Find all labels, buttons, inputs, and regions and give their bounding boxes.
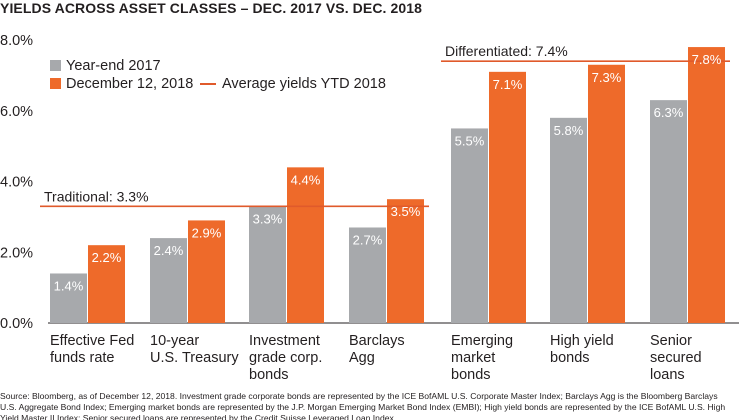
bar-year-end-2017: [349, 227, 386, 323]
legend-swatch: [50, 60, 61, 71]
bar-value-label: 2.9%: [192, 225, 222, 240]
bar-dec-2018: [188, 220, 225, 323]
bar-value-label: 2.7%: [353, 232, 383, 247]
bar-year-end-2017: [550, 117, 587, 323]
bar-value-label: 4.4%: [291, 172, 321, 187]
bar-dec-2018: [387, 199, 424, 323]
category-label: Barclays Agg: [349, 333, 405, 366]
y-tick-label: 4.0%: [0, 175, 33, 191]
bar-value-label: 3.3%: [253, 211, 283, 226]
bar-value-label: 5.8%: [554, 123, 584, 138]
bar-value-label: 7.8%: [692, 52, 722, 67]
average-label: Traditional: 3.3%: [44, 188, 149, 204]
source-note: Source: Bloomberg, as of December 12, 20…: [0, 391, 726, 420]
category-label: 10-year U.S. Treasury: [150, 333, 239, 366]
bar-dec-2018: [287, 167, 324, 323]
y-tick-label: 6.0%: [0, 104, 33, 120]
bar-value-label: 1.4%: [54, 278, 84, 293]
category-label: Investment grade corp. bonds: [249, 333, 322, 383]
legend-label: December 12, 2018: [66, 76, 193, 92]
bar-value-label: 5.5%: [455, 133, 485, 148]
average-label: Differentiated: 7.4%: [445, 43, 568, 59]
legend-label: Average yields YTD 2018: [222, 76, 386, 92]
bar-value-label: 3.5%: [391, 204, 421, 219]
bar-dec-2018: [588, 64, 625, 323]
bar-year-end-2017: [249, 206, 286, 323]
bar-value-label: 6.3%: [654, 105, 684, 120]
category-label: Emerging market bonds: [451, 333, 513, 383]
category-label: Senior secured loans: [650, 333, 702, 383]
category-label: High yield bonds: [550, 333, 614, 366]
bar-year-end-2017: [150, 238, 187, 323]
average-lines-layer: Traditional: 3.3% Differentiated: 7.4%: [40, 43, 730, 208]
legend-swatch: [50, 78, 61, 89]
bar-chart: 0.0% 2.0% 4.0% 6.0% 8.0% Traditional: 3.3% Di…: [0, 33, 739, 383]
category-label: Effective Fed funds rate: [50, 333, 134, 366]
bar-year-end-2017: [50, 273, 87, 323]
bar-year-end-2017: [451, 128, 488, 323]
y-tick-label: 8.0%: [0, 33, 33, 49]
bar-dec-2018: [489, 71, 526, 324]
bars-layer: [50, 47, 725, 324]
legend: Year-end 2017 December 12, 2018 Average yi…: [50, 58, 386, 92]
y-tick-label: 2.0%: [0, 245, 33, 261]
bar-year-end-2017: [650, 100, 687, 323]
bar-value-label: 2.2%: [92, 250, 122, 265]
chart-title: YIELDS ACROSS ASSET CLASSES – DEC. 2017 …: [0, 0, 423, 16]
legend-label: Year-end 2017: [66, 58, 161, 74]
bar-dec-2018: [88, 245, 125, 323]
bar-dec-2018: [688, 47, 725, 323]
y-tick-label: 0.0%: [0, 316, 33, 332]
labels-layer: 1.4% 2.2% Effective Fed funds rate 2.4% 2.9% 1…: [50, 52, 722, 383]
bar-value-label: 7.1%: [493, 77, 523, 92]
bar-value-label: 2.4%: [154, 243, 184, 258]
bar-value-label: 7.3%: [592, 70, 622, 85]
